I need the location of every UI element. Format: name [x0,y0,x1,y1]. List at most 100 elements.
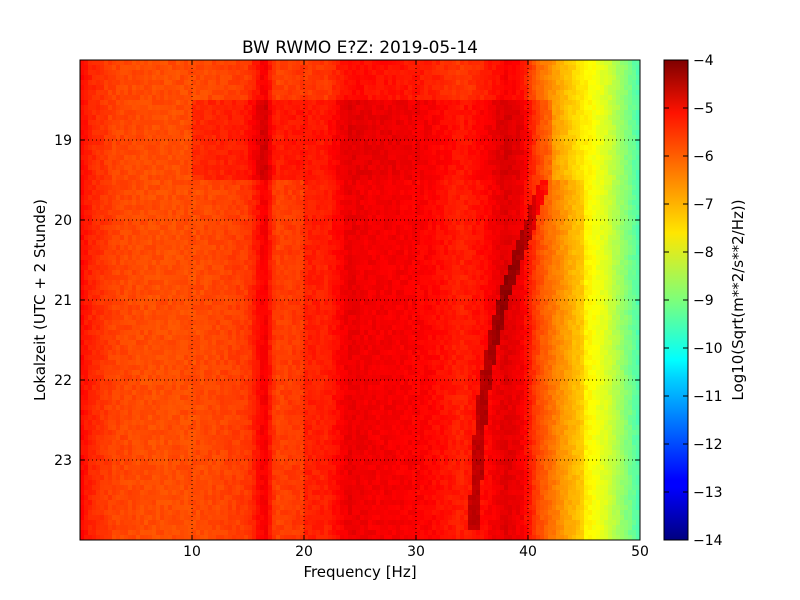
heatmap-cell [560,120,565,126]
heatmap-cell [520,175,525,181]
heatmap-cell [212,190,217,196]
heatmap-cell [536,150,541,156]
heatmap-cell [300,170,305,176]
heatmap-cell [96,190,101,196]
heatmap-cell [340,180,345,186]
heatmap-cell [568,100,573,106]
heatmap-cell [576,215,581,221]
heatmap-cell [428,110,433,116]
heatmap-cell [600,160,605,166]
heatmap-cell [628,165,633,171]
heatmap-cell [84,185,89,191]
heatmap-cell [88,65,93,71]
heatmap-cell [332,230,337,236]
heatmap-cell [84,145,89,151]
heatmap-cell [336,65,341,71]
heatmap-cell [432,180,437,186]
heatmap-cell [372,115,377,121]
heatmap-cell [344,165,349,171]
heatmap-cell [352,125,357,131]
heatmap-cell [312,75,317,81]
heatmap-cell [400,145,405,151]
heatmap-cell [112,125,117,131]
heatmap-cell [368,110,373,116]
heatmap-cell [376,90,381,96]
heatmap-cell [396,95,401,101]
heatmap-cell [156,75,161,81]
heatmap-cell [348,195,353,201]
heatmap-cell [340,140,345,146]
heatmap-cell [604,130,609,136]
heatmap-cell [128,140,133,146]
heatmap-cell [184,225,189,231]
heatmap-cell [220,90,225,96]
heatmap-cell [200,190,205,196]
heatmap-cell [244,160,249,166]
heatmap-cell [344,215,349,221]
heatmap-cell [616,100,621,106]
heatmap-cell [256,165,261,171]
heatmap-cell [292,190,297,196]
heatmap-cell [424,220,429,226]
heatmap-cell [220,130,225,136]
heatmap-cell [452,115,457,121]
heatmap-cell [632,85,637,91]
heatmap-cell [132,195,137,201]
heatmap-cell [420,170,425,176]
heatmap-cell [624,165,629,171]
heatmap-cell [516,105,521,111]
heatmap-cell [252,95,257,101]
heatmap-cell [112,60,117,66]
heatmap-cell [356,180,361,186]
heatmap-cell [136,220,141,226]
heatmap-cell [412,190,417,196]
heatmap-cell [124,120,129,126]
heatmap-cell [300,180,305,186]
heatmap-cell [616,70,621,76]
heatmap-cell [456,70,461,76]
heatmap-cell [168,100,173,106]
heatmap-cell [132,60,137,66]
heatmap-cell [484,125,489,131]
heatmap-cell [632,65,637,71]
heatmap-cell [504,60,509,66]
heatmap-cell [296,65,301,71]
heatmap-cell [184,100,189,106]
heatmap-cell [144,205,149,211]
heatmap-cell [488,95,493,101]
heatmap-cell [540,230,545,236]
heatmap-cell [380,185,385,191]
heatmap-cell [132,80,137,86]
heatmap-cell [256,130,261,136]
heatmap-cell [356,145,361,151]
heatmap-cell [376,120,381,126]
heatmap-cell [240,170,245,176]
heatmap-cell [256,185,261,191]
heatmap-cell [556,80,561,86]
heatmap-cell [188,95,193,101]
heatmap-cell [188,70,193,76]
heatmap-cell [128,105,133,111]
heatmap-cell [116,170,121,176]
heatmap-cell [512,185,517,191]
heatmap-cell [404,185,409,191]
heatmap-cell [504,185,509,191]
heatmap-cell [292,185,297,191]
heatmap-cell [80,180,85,186]
heatmap-cell [96,210,101,216]
heatmap-cell [80,145,85,151]
heatmap-cell [624,80,629,86]
heatmap-cell [196,230,201,236]
heatmap-cell [592,210,597,216]
heatmap-cell [200,110,205,116]
heatmap-cell [268,190,273,196]
heatmap-cell [476,80,481,86]
heatmap-cell [388,200,393,206]
heatmap-cell [84,130,89,136]
heatmap-cell [192,140,197,146]
heatmap-cell [196,135,201,141]
heatmap-cell [532,125,537,131]
heatmap-cell [212,220,217,226]
heatmap-cell [468,120,473,126]
heatmap-cell [372,170,377,176]
